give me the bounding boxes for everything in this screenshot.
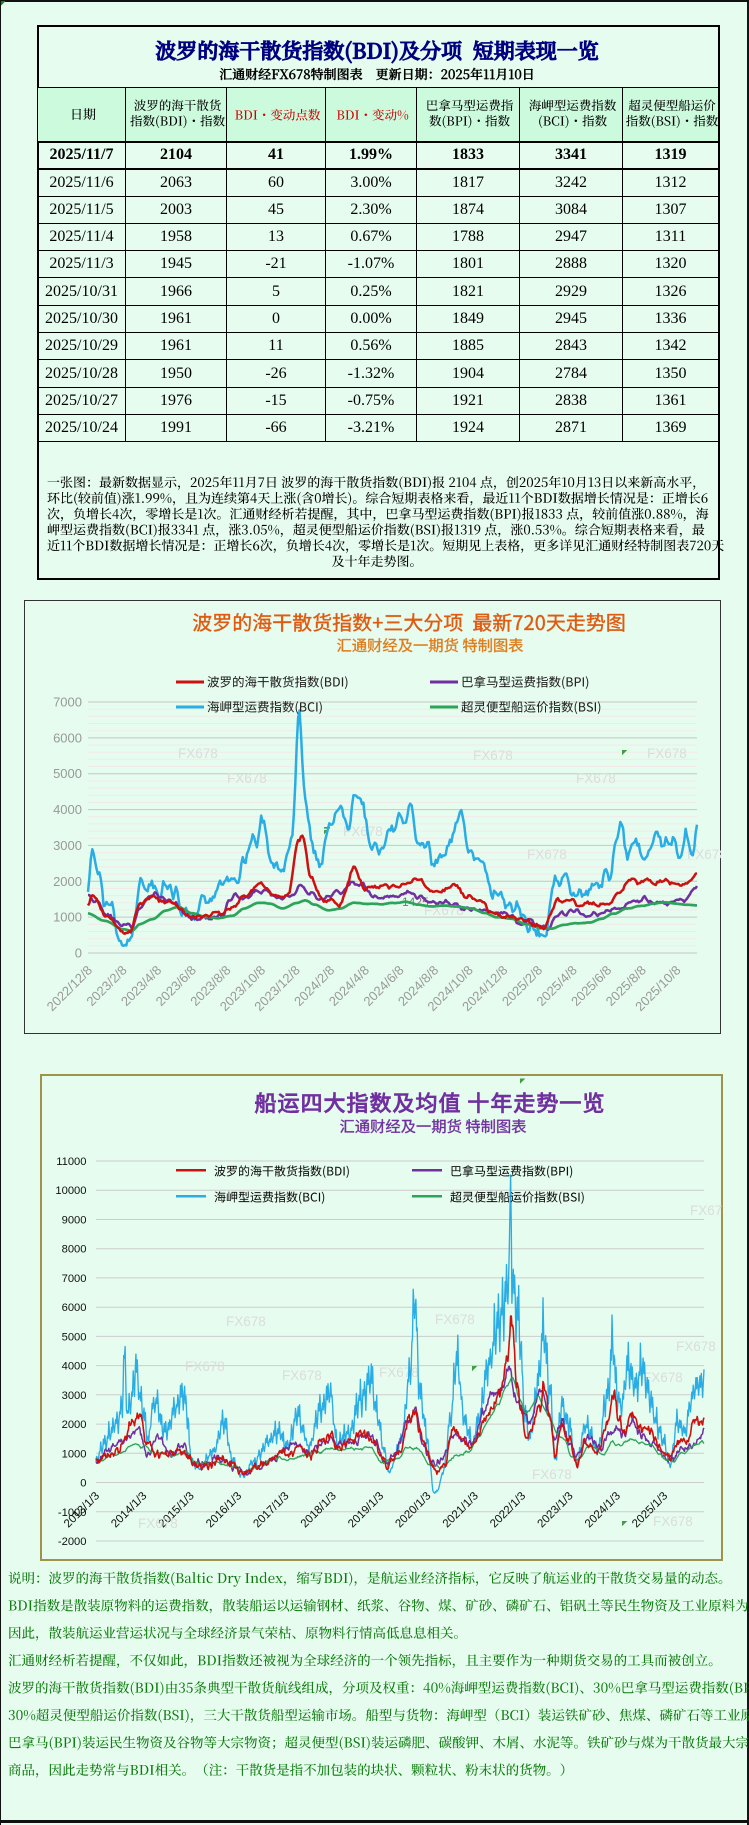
svg-text:FX678: FX678 [643, 1370, 683, 1385]
svg-text:2023/1/3: 2023/1/3 [535, 1490, 575, 1530]
svg-text:FX678: FX678 [185, 1359, 225, 1374]
svg-text:2024/1/3: 2024/1/3 [583, 1490, 623, 1530]
svg-text:10000: 10000 [55, 1185, 86, 1197]
svg-text:0: 0 [80, 1478, 86, 1490]
svg-text:FX678: FX678 [343, 824, 383, 839]
svg-text:3000: 3000 [62, 1390, 87, 1402]
svg-text:FX678: FX678 [226, 1314, 266, 1329]
svg-text:9000: 9000 [62, 1215, 87, 1227]
svg-text:2022/1/3: 2022/1/3 [488, 1490, 528, 1530]
svg-text:2020/1/3: 2020/1/3 [393, 1490, 433, 1530]
svg-text:FX678: FX678 [690, 1203, 723, 1218]
svg-text:2016/1/3: 2016/1/3 [204, 1490, 244, 1530]
svg-text:2018/1/3: 2018/1/3 [299, 1490, 339, 1530]
svg-text:FX678: FX678 [435, 1312, 475, 1327]
svg-text:11000: 11000 [56, 1156, 86, 1168]
svg-text:FX678: FX678 [647, 746, 687, 761]
svg-text:2000: 2000 [62, 1419, 87, 1431]
svg-text:-1000: -1000 [58, 1507, 87, 1519]
svg-text:1000: 1000 [53, 910, 82, 925]
svg-text:FX678: FX678 [138, 1516, 178, 1531]
svg-text:2021/1/3: 2021/1/3 [441, 1490, 481, 1530]
svg-text:2019/1/3: 2019/1/3 [346, 1490, 386, 1530]
svg-text:FX678: FX678 [527, 847, 567, 862]
svg-text:6000: 6000 [53, 730, 82, 745]
svg-text:FX678: FX678 [379, 1365, 419, 1380]
svg-text:5000: 5000 [53, 766, 82, 781]
svg-text:FX678: FX678 [687, 847, 721, 862]
svg-text:FX678: FX678 [576, 771, 616, 786]
svg-text:0: 0 [75, 946, 82, 961]
svg-text:7000: 7000 [62, 1273, 87, 1285]
svg-text:6000: 6000 [62, 1302, 87, 1314]
svg-text:FX678: FX678 [282, 1368, 322, 1383]
svg-text:FX678: FX678 [227, 771, 267, 786]
svg-text:FX678: FX678 [532, 1467, 572, 1482]
svg-text:7000: 7000 [53, 695, 82, 710]
svg-text:FX678: FX678 [473, 748, 513, 763]
svg-text:FX678: FX678 [653, 1514, 693, 1529]
svg-text:FX678: FX678 [178, 746, 218, 761]
svg-text:2000: 2000 [53, 874, 82, 889]
svg-text:FX678: FX678 [676, 1339, 716, 1354]
svg-text:2022/12/8: 2022/12/8 [44, 963, 96, 1015]
svg-text:-2000: -2000 [58, 1536, 87, 1548]
svg-text:3000: 3000 [53, 838, 82, 853]
svg-text:4000: 4000 [62, 1361, 87, 1373]
svg-text:1000: 1000 [62, 1448, 87, 1460]
svg-text:4000: 4000 [53, 802, 82, 817]
svg-text:8000: 8000 [62, 1244, 87, 1256]
svg-text:2017/1/3: 2017/1/3 [251, 1490, 291, 1530]
svg-text:5000: 5000 [62, 1331, 87, 1343]
